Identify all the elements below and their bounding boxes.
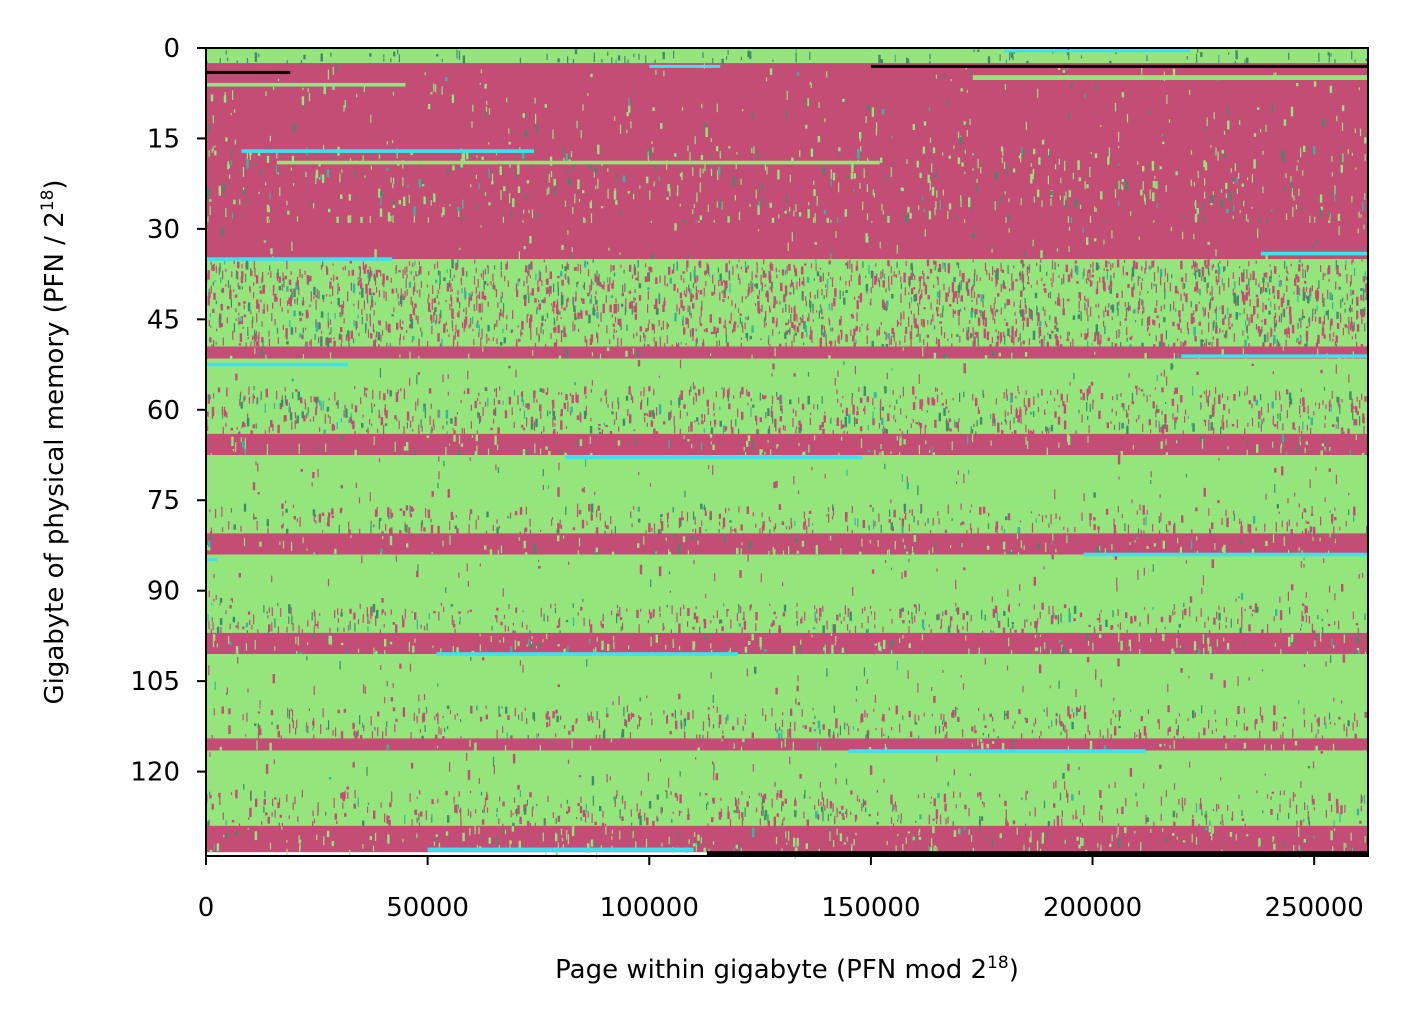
heatmap-band xyxy=(206,654,1368,706)
heatmap-strip-cyan xyxy=(206,257,393,261)
x-tick-label: 200000 xyxy=(1043,893,1142,923)
heatmap-strip-free xyxy=(206,82,406,87)
heatmap-strip-cyan xyxy=(565,455,863,460)
heatmap-band xyxy=(206,433,1368,456)
x-axis-ticks: 0 50000 100000 150000 200000 250000 xyxy=(198,856,1364,923)
heatmap-speckle-teal xyxy=(221,386,1343,439)
heatmap-speckle xyxy=(206,385,1367,441)
heatmap-strips xyxy=(206,49,1368,856)
heatmap-speckle-teal xyxy=(1082,227,1084,233)
y-tick-label: 120 xyxy=(130,758,180,788)
y-axis-label: Gigabyte of physical memory (PFN / 218) xyxy=(38,179,70,704)
heatmap-band xyxy=(206,705,1368,739)
heatmap-band xyxy=(206,48,1368,64)
y-axis-ticks: 0 15 30 45 60 75 90 105 120 xyxy=(130,34,206,788)
heatmap-band xyxy=(206,789,1368,827)
x-axis-label: Page within gigabyte (PFN mod 218) xyxy=(555,953,1019,985)
heatmap-speckle-teal xyxy=(1177,353,1179,360)
heatmap-strip-cyan xyxy=(848,749,1146,753)
heatmap-strip-reserved xyxy=(706,851,1368,856)
plot-frame xyxy=(205,47,1369,857)
y-axis-label-text: Gigabyte of physical memory (PFN / 2 xyxy=(40,211,70,704)
heatmap-band xyxy=(206,358,1368,387)
heatmap-strip-cyan xyxy=(1260,251,1368,256)
heatmap-strip-cyan xyxy=(649,64,721,68)
x-tick-label: 250000 xyxy=(1265,893,1364,923)
y-axis-label-tail: ) xyxy=(40,179,70,189)
y-tick-label: 75 xyxy=(147,486,180,516)
heatmap-band xyxy=(206,825,1368,853)
heatmap-band xyxy=(206,222,1368,260)
heatmap-band xyxy=(206,602,1368,634)
heatmap-strip-reserved xyxy=(206,70,291,74)
y-tick-label: 90 xyxy=(147,577,180,607)
y-tick-label: 45 xyxy=(147,305,180,335)
x-tick-label: 150000 xyxy=(821,893,920,923)
y-tick-label: 0 xyxy=(163,34,180,64)
y-tick-label: 105 xyxy=(130,667,180,697)
heatmap-strip-cyan xyxy=(427,847,694,852)
y-tick-label: 60 xyxy=(147,396,180,426)
heatmap-strip-free xyxy=(276,160,880,165)
heatmap-band xyxy=(206,738,1368,751)
heatmap-strip-cyan xyxy=(241,149,535,153)
heatmap-speckle xyxy=(206,259,1368,354)
x-tick-label: 0 xyxy=(198,893,215,923)
y-axis-label-sup: 18 xyxy=(38,190,58,212)
heatmap-strip-cyan xyxy=(206,558,218,562)
heatmap-strip-cyan xyxy=(1003,49,1191,53)
heatmap-band xyxy=(206,455,1368,504)
y-tick-label: 30 xyxy=(147,215,180,245)
heatmap-strip-cyan xyxy=(206,362,348,367)
heatmap-band xyxy=(206,533,1368,555)
heatmap-speckle xyxy=(210,434,1365,463)
heatmap-band xyxy=(206,632,1368,655)
x-axis-label-tail: ) xyxy=(1009,955,1019,985)
heatmap-band xyxy=(206,750,1368,791)
heatmap-speckle xyxy=(211,705,1367,746)
heatmap-cells xyxy=(206,48,1369,859)
x-axis-label-text: Page within gigabyte (PFN mod 2 xyxy=(555,955,987,985)
heatmap-strip-cyan xyxy=(1083,552,1368,557)
heatmap-strip-cyan xyxy=(436,652,738,656)
x-axis-label-sup: 18 xyxy=(987,953,1009,973)
heatmap-speckle-teal xyxy=(328,777,332,780)
heatmap-speckle xyxy=(207,144,1366,230)
y-tick-label: 15 xyxy=(147,124,180,154)
x-tick-label: 50000 xyxy=(386,893,469,923)
x-tick-label: 100000 xyxy=(600,893,699,923)
heatmap-band xyxy=(206,554,1368,604)
heatmap-band xyxy=(206,144,1368,224)
heatmap-strip-cyan xyxy=(1181,354,1368,358)
heatmap-strip-free xyxy=(972,75,1368,80)
heatmap-strip-reserved xyxy=(870,64,1368,68)
heatmap-band xyxy=(206,346,1368,359)
